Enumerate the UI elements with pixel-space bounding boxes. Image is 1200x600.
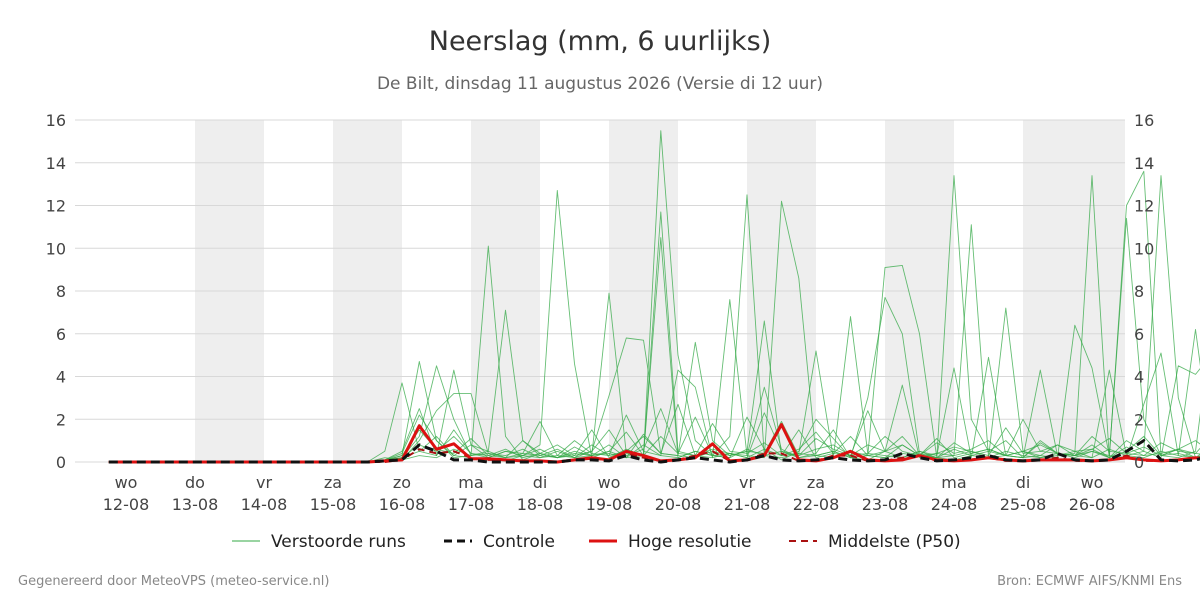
x-tick-weekday: wo (598, 473, 621, 492)
legend-item-highres: Hoge resolutie (589, 532, 752, 552)
legend-label-perturbed: Verstoorde runs (271, 532, 406, 552)
y-tick-label-right: 2 (1134, 410, 1144, 429)
legend-item-median: Middelste (P50) (789, 532, 961, 552)
series-line-highres (108, 423, 1200, 464)
x-tick-weekday: di (1016, 473, 1031, 492)
y-tick-label-right: 6 (1134, 325, 1144, 344)
x-tick-date: 23-08 (862, 495, 909, 514)
y-tick-label-right: 0 (1134, 453, 1144, 472)
y-tick-label-right: 12 (1134, 197, 1154, 216)
footer-source: Bron: ECMWF AIFS/KNMI Ens (997, 574, 1182, 589)
y-tick-label-right: 14 (1134, 154, 1154, 173)
y-tick-label-left: 14 (46, 154, 66, 173)
main-series-lines (108, 423, 1200, 464)
y-tick-label-right: 16 (1134, 111, 1154, 130)
y-tick-label-left: 6 (56, 325, 66, 344)
x-tick-weekday: ma (458, 473, 483, 492)
x-tick-date: 18-08 (517, 495, 564, 514)
x-tick-weekday: di (533, 473, 548, 492)
series-line-control (108, 439, 1200, 464)
chart-subtitle: De Bilt, dinsdag 11 augustus 2026 (Versi… (377, 74, 823, 94)
x-tick-date: 12-08 (103, 495, 150, 514)
y-tick-label-right: 10 (1134, 239, 1154, 258)
x-tick-date: 16-08 (379, 495, 426, 514)
y-tick-label-left: 0 (56, 453, 66, 472)
x-tick-date: 14-08 (241, 495, 288, 514)
x-tick-weekday: za (807, 473, 825, 492)
x-tick-weekday: do (668, 473, 688, 492)
y-tick-label-left: 12 (46, 197, 66, 216)
chart-title: Neerslag (mm, 6 uurlijks) (429, 26, 771, 57)
x-tick-weekday: vr (739, 473, 755, 492)
x-tick-date: 25-08 (1000, 495, 1047, 514)
axis-ticks: 0 0 2 2 4 4 6 6 8 8 10 10 12 12 14 14 16 16 wo 12-08 do 13-08… (46, 111, 1155, 514)
y-tick-label-right: 4 (1134, 368, 1144, 387)
x-tick-weekday: vr (256, 473, 272, 492)
legend-item-perturbed: Verstoorde runs (232, 532, 406, 552)
x-tick-date: 24-08 (931, 495, 978, 514)
x-tick-weekday: wo (1081, 473, 1104, 492)
x-tick-weekday: wo (115, 473, 138, 492)
x-tick-weekday: zo (393, 473, 411, 492)
y-tick-label-left: 10 (46, 239, 66, 258)
x-tick-date: 26-08 (1069, 495, 1116, 514)
legend-item-control: Controle (444, 532, 555, 552)
legend: Verstoorde runs Controle Hoge resolutie … (232, 532, 961, 552)
x-tick-weekday: do (185, 473, 205, 492)
y-tick-label-left: 8 (56, 282, 66, 301)
footer-credit: Gegenereerd door MeteoVPS (meteo-service… (18, 574, 329, 589)
y-tick-label-left: 16 (46, 111, 66, 130)
x-tick-date: 19-08 (586, 495, 633, 514)
x-tick-date: 13-08 (172, 495, 219, 514)
y-tick-label-right: 8 (1134, 282, 1144, 301)
x-tick-date: 17-08 (448, 495, 495, 514)
x-tick-date: 15-08 (310, 495, 357, 514)
legend-label-median: Middelste (P50) (828, 532, 961, 552)
x-tick-weekday: ma (941, 473, 966, 492)
legend-label-control: Controle (483, 532, 555, 552)
x-tick-date: 21-08 (724, 495, 771, 514)
x-tick-date: 22-08 (793, 495, 840, 514)
y-tick-label-left: 2 (56, 410, 66, 429)
x-tick-weekday: zo (876, 473, 894, 492)
y-tick-label-left: 4 (56, 368, 66, 387)
x-tick-date: 20-08 (655, 495, 702, 514)
x-tick-weekday: za (324, 473, 342, 492)
legend-label-highres: Hoge resolutie (628, 532, 752, 552)
